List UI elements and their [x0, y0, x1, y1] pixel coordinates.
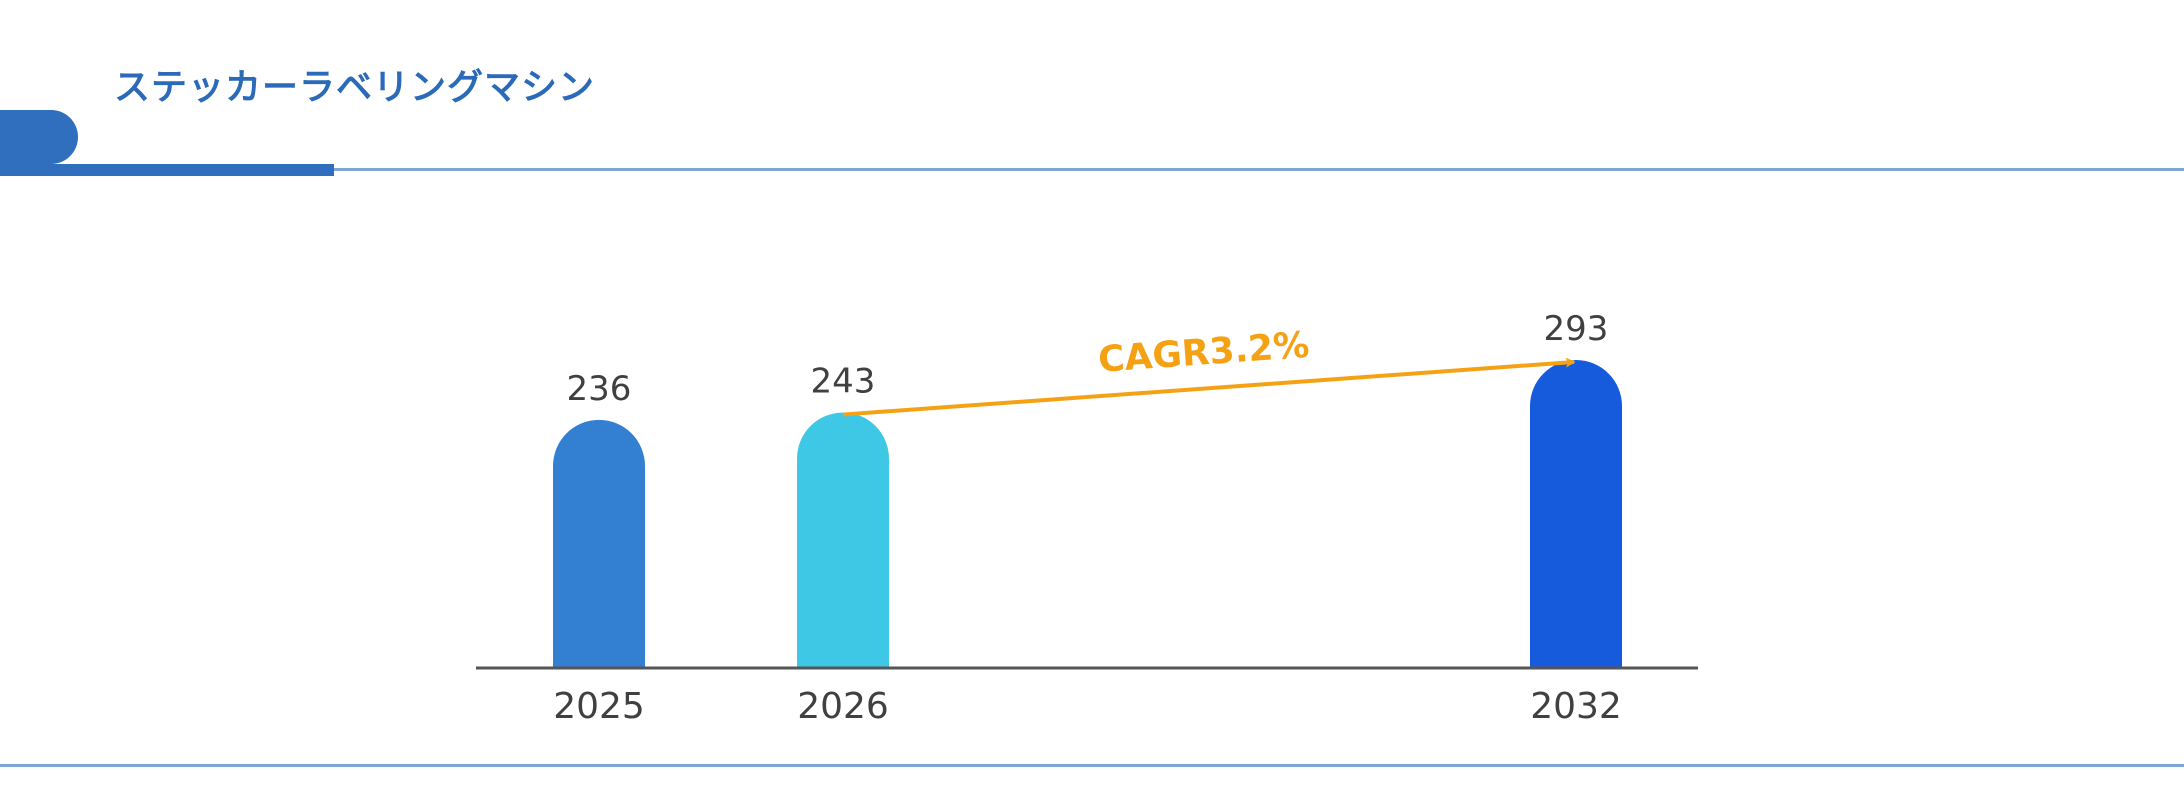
bar-2032 [1530, 360, 1622, 668]
category-label-2032: 2032 [1530, 686, 1622, 727]
cagr-label: CAGR3.2% [1097, 325, 1311, 381]
bar-2025 [553, 419, 645, 668]
value-label-2025: 236 [567, 369, 632, 409]
footer-divider [0, 764, 2184, 767]
cagr-arrow [842, 357, 1576, 417]
bar-2026 [797, 412, 890, 668]
category-label-2026: 2026 [797, 686, 889, 727]
header-divider [334, 168, 2184, 171]
page-title: ステッカーラベリングマシン [114, 67, 596, 108]
value-label-2032: 293 [1544, 309, 1609, 349]
header-accent-line [0, 164, 334, 176]
value-label-2026: 243 [811, 362, 876, 402]
header-tab-decoration [0, 110, 78, 164]
category-label-2025: 2025 [553, 686, 645, 727]
